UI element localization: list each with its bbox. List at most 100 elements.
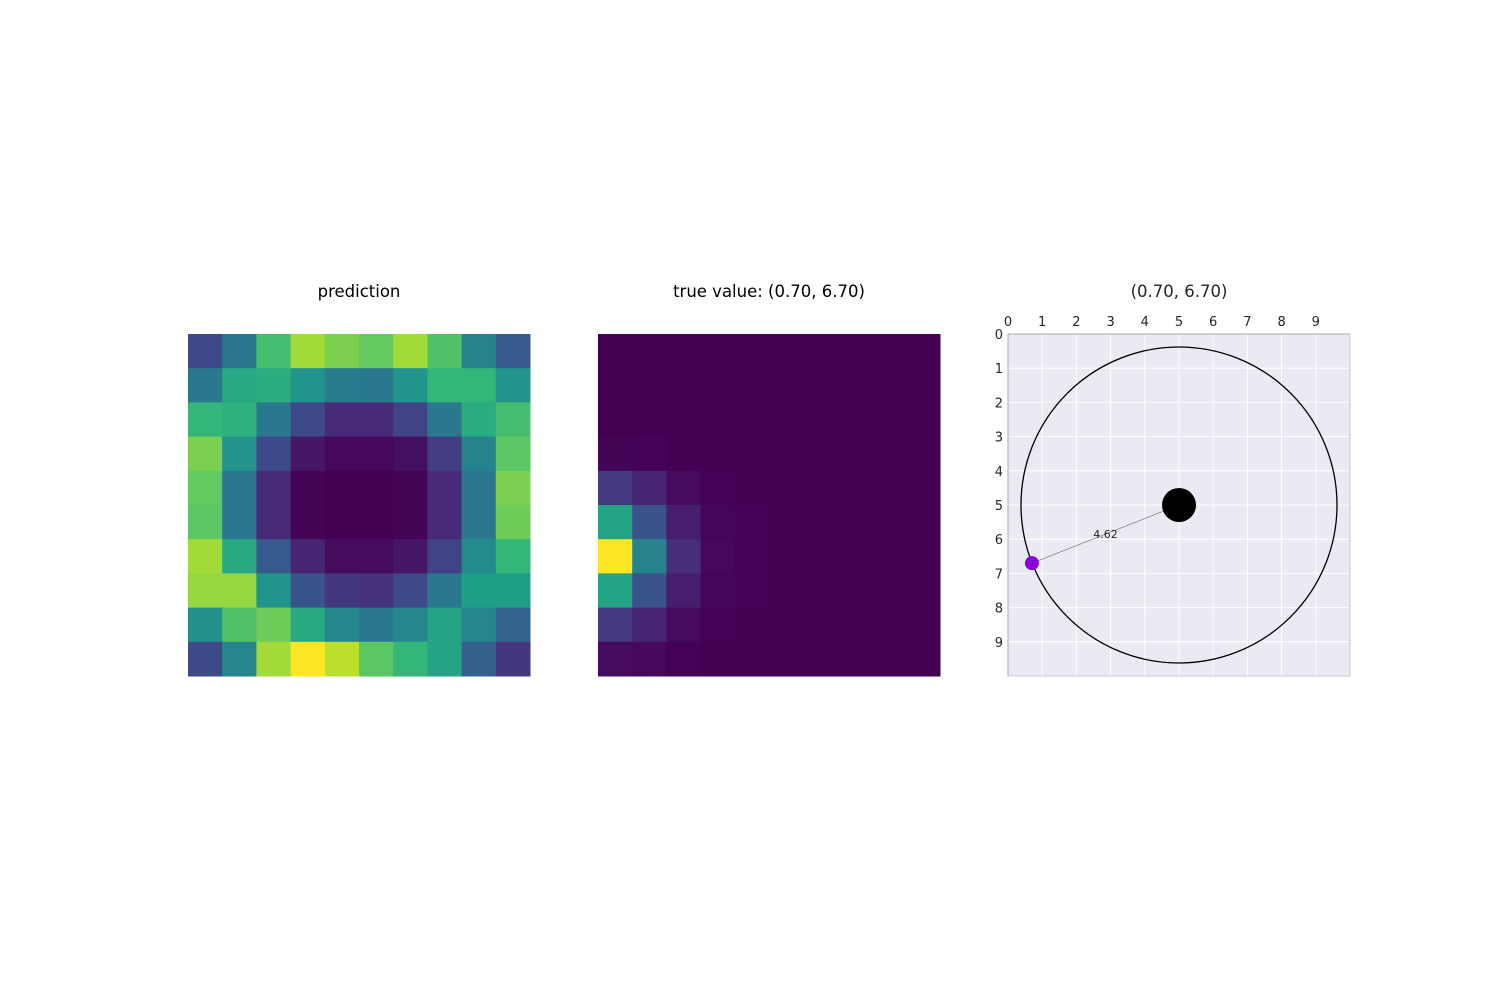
prediction-cell-5-2 [256,505,292,540]
true-value-cell-5-3 [700,505,736,540]
prediction-cell-3-1 [222,436,257,472]
prediction-cell-7-7 [427,573,463,609]
true-value-cell-8-4 [734,607,770,643]
prediction-cell-3-3 [290,436,326,472]
true-value-cell-7-4 [734,573,770,609]
prediction-cell-5-9 [495,505,531,540]
true-value-cell-4-3 [700,470,736,506]
prediction-cell-6-5 [359,539,394,574]
prediction-cell-6-2 [256,539,292,574]
prediction-cell-2-4 [324,402,360,438]
prediction-cell-9-5 [359,641,394,677]
y-tick-label-2: 2 [995,396,1003,411]
prediction-cell-9-3 [290,641,326,677]
prediction-cell-1-9 [495,368,531,403]
true-value-cell-8-7 [837,607,873,643]
true-value-cell-8-0 [598,607,633,643]
prediction-cell-8-2 [256,607,292,643]
radius-circle [1020,346,1338,664]
y-tick-label-3: 3 [995,431,1003,446]
y-tick-label-9: 9 [995,636,1003,651]
true-value-cell-5-0 [598,505,633,540]
prediction-cell-2-0 [188,402,223,438]
true-value-cell-1-6 [803,368,838,403]
prediction-cell-7-0 [188,573,223,609]
x-tick-label-1: 1 [1038,315,1046,330]
true-value-cell-8-6 [803,607,838,643]
true-value-cell-5-9 [905,505,941,540]
prediction-cell-9-1 [222,641,257,677]
prediction-cell-8-4 [324,607,360,643]
true-value-cell-7-3 [700,573,736,609]
true-value-cell-2-5 [769,402,804,438]
true-value-cell-0-1 [632,334,667,369]
true-value-cell-0-4 [734,334,770,369]
prediction-cell-1-7 [427,368,463,403]
true-value-cell-9-7 [837,641,873,677]
prediction-cell-2-1 [222,402,257,438]
true-value-cell-6-0 [598,539,633,574]
prediction-cell-8-3 [290,607,326,643]
true-value-cell-9-6 [803,641,838,677]
prediction-cell-2-6 [393,402,428,438]
y-tick-label-1: 1 [995,362,1003,377]
true-value-cell-6-2 [666,539,702,574]
distance-label: 4.62 [1093,528,1118,541]
y-tick-label-8: 8 [995,602,1003,617]
x-tick-label-7: 7 [1243,315,1251,330]
y-tick-label-4: 4 [995,465,1003,480]
prediction-cell-6-7 [427,539,463,574]
prediction-cell-0-2 [256,334,292,369]
true-value-cell-2-1 [632,402,667,438]
true-value-cell-2-3 [700,402,736,438]
true-value-cell-9-5 [769,641,804,677]
prediction-cell-6-0 [188,539,223,574]
prediction-cell-5-4 [324,505,360,540]
true-value-cell-5-1 [632,505,667,540]
true-value-cell-2-4 [734,402,770,438]
true-value-cell-6-4 [734,539,770,574]
true-value-cell-5-2 [666,505,702,540]
x-tick-label-4: 4 [1141,315,1149,330]
prediction-cell-4-3 [290,470,326,506]
prediction-cell-9-2 [256,641,292,677]
prediction-cell-3-2 [256,436,292,472]
true-value-cell-9-1 [632,641,667,677]
prediction-cell-7-4 [324,573,360,609]
true-value-cell-8-1 [632,607,667,643]
prediction-cell-4-6 [393,470,428,506]
prediction-cell-0-3 [290,334,326,369]
true-value-cell-8-2 [666,607,702,643]
prediction-cell-9-0 [188,641,223,677]
prediction-cell-0-0 [188,334,223,369]
true-value-cell-4-4 [734,470,770,506]
true-value-cell-5-5 [769,505,804,540]
prediction-cell-2-3 [290,402,326,438]
true-value-cell-1-9 [905,368,941,403]
true-value-cell-3-1 [632,436,667,472]
prediction-title: prediction [317,282,401,301]
prediction-cell-1-4 [324,368,360,403]
true-value-cell-4-9 [905,470,941,506]
prediction-cell-0-1 [222,334,257,369]
true-value-cell-3-4 [734,436,770,472]
true-value-cell-3-7 [837,436,873,472]
prediction-cell-3-0 [188,436,223,472]
true-value-cell-5-8 [871,505,907,540]
true-value-cell-7-5 [769,573,804,609]
true-value-cell-6-7 [837,539,873,574]
prediction-cell-5-5 [359,505,394,540]
prediction-cell-0-5 [359,334,394,369]
prediction-cell-3-4 [324,436,360,472]
scatter-title: (0.70, 6.70) [1130,282,1228,301]
true-value-cell-8-8 [871,607,907,643]
true-value-cell-5-4 [734,505,770,540]
x-tick-label-5: 5 [1175,315,1183,330]
true-value-cell-6-3 [700,539,736,574]
x-tick-label-3: 3 [1106,315,1114,330]
prediction-cell-7-1 [222,573,257,609]
x-tick-label-8: 8 [1277,315,1285,330]
true-value-cell-3-5 [769,436,804,472]
true-value-cell-6-8 [871,539,907,574]
